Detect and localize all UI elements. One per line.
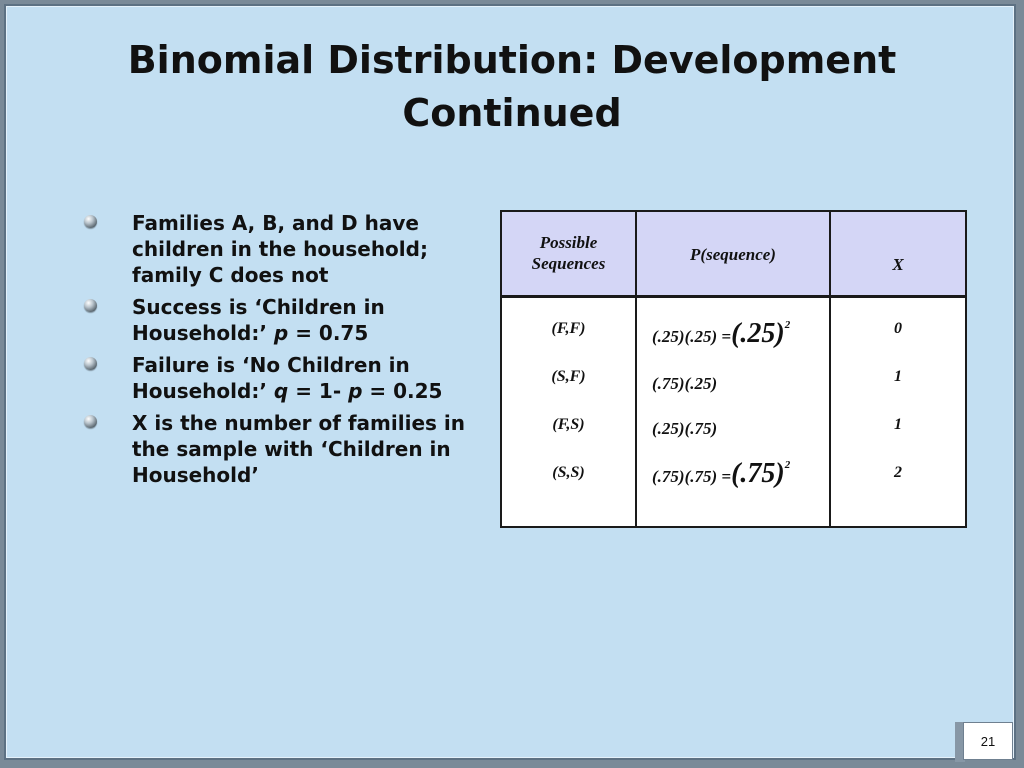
bullet-text: family C does not	[132, 263, 329, 287]
bullet-text-prefix: Household:’	[132, 379, 274, 403]
bullet-item: Failure is ‘No Children in Household:’ q…	[84, 352, 484, 404]
bullet-text: Household:’ q = 1- p = 0.25	[132, 378, 484, 404]
title-line-2: Continued	[402, 91, 622, 135]
column-divider	[829, 212, 831, 526]
bullet-text: X is the number of families in	[132, 411, 465, 435]
header-sequences-line-1: Possible	[539, 233, 598, 252]
probability-expression: (.75)(.25)	[652, 374, 718, 393]
table-cell-x: 0	[894, 320, 902, 337]
table-cell-x: 1	[894, 368, 902, 385]
header-probability: P(sequence)	[690, 245, 776, 264]
table-cell-sequence: (S,S)	[552, 464, 585, 481]
table-cell-sequence: (F,F)	[551, 320, 586, 337]
header-sequences: Possible Sequences	[502, 232, 635, 274]
slide: Binomial Distribution: Development Conti…	[4, 4, 1018, 762]
probability-exponent: 2	[784, 459, 791, 471]
table-cell-x: 2	[894, 464, 902, 481]
probability-expression: (.25)(.25) =	[652, 327, 732, 346]
variable-p: p	[273, 321, 289, 345]
bullet-dot-icon	[84, 215, 97, 228]
bullet-list: Families A, B, and D have children in th…	[84, 210, 484, 494]
page-number-shadow	[955, 722, 965, 762]
page-number: 21	[963, 722, 1013, 760]
bullet-item: Success is ‘Children in Household:’ p = …	[84, 294, 484, 346]
slide-title: Binomial Distribution: Development Conti…	[6, 34, 1018, 140]
bullet-text: Household’	[132, 463, 259, 487]
bullet-text: the sample with ‘Children in	[132, 437, 451, 461]
table-cell-sequence: (F,S)	[552, 416, 585, 433]
bullet-text-mid: = 1-	[288, 379, 349, 403]
bullet-text-prefix: Household:’	[132, 321, 274, 345]
header-x: X	[892, 255, 904, 274]
variable-p: p	[348, 379, 363, 403]
bullet-dot-icon	[84, 357, 97, 370]
table-cell-x: 1	[894, 416, 902, 433]
variable-q: q	[273, 379, 289, 403]
bullet-text-suffix: = 0.25	[362, 379, 443, 403]
probability-expression: (.25)(.75)	[652, 419, 718, 438]
bullet-text: children in the household;	[132, 237, 428, 261]
bullet-item: Families A, B, and D have children in th…	[84, 210, 484, 288]
bullet-text: Failure is ‘No Children in	[132, 353, 410, 377]
bullet-text: Families A, B, and D have	[132, 211, 419, 235]
page-number-box: 21	[955, 722, 1019, 764]
bullet-text-suffix: = 0.75	[288, 321, 369, 345]
probability-power-base: (.75)	[731, 458, 785, 489]
probability-exponent: 2	[784, 319, 791, 331]
table-cell-probability: (.25)(.75)	[652, 419, 717, 439]
title-line-1: Binomial Distribution: Development	[127, 38, 897, 82]
bullet-dot-icon	[84, 299, 97, 312]
bullet-item: X is the number of families in the sampl…	[84, 410, 484, 488]
table-cell-sequence: (S,F)	[551, 368, 586, 385]
probability-expression: (.75)(.75) =	[652, 467, 732, 486]
table-cell-probability: (.25)(.25) =(.25)2	[652, 318, 790, 350]
bullet-dot-icon	[84, 415, 97, 428]
column-divider	[635, 212, 637, 526]
bullet-text: Household:’ p = 0.75	[132, 320, 484, 346]
header-sequences-line-2: Sequences	[531, 254, 606, 273]
bullet-text: Success is ‘Children in	[132, 295, 385, 319]
table-header-row	[502, 212, 965, 298]
probability-power-base: (.25)	[731, 318, 785, 349]
sequence-table: Possible Sequences P(sequence) X (F,F) (…	[500, 210, 967, 528]
table-cell-probability: (.75)(.75) =(.75)2	[652, 458, 790, 490]
table-cell-probability: (.75)(.25)	[652, 374, 717, 394]
